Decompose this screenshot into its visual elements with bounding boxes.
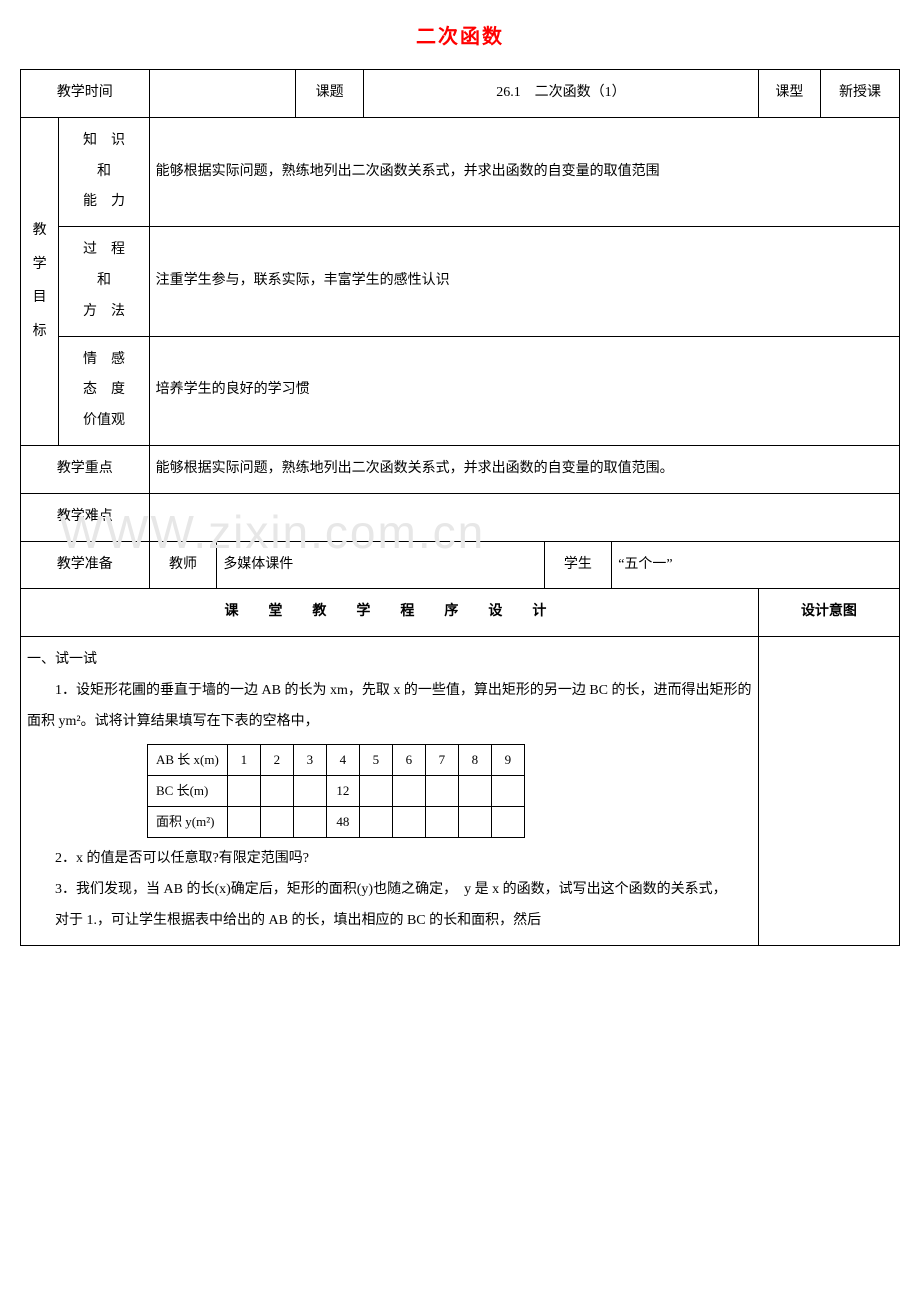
intent-label: 设计意图: [758, 589, 899, 637]
lesson-plan-table: 教学时间 课题 26.1 二次函数（1） 课型 新授课 教学目标 知 识 和 能…: [20, 69, 900, 946]
table-row: AB 长 x(m) 123 456 789: [148, 744, 525, 775]
content-p4: 对于 1.，可让学生根据表中给出的 AB 的长，填出相应的 BC 的长和面积，然…: [27, 906, 752, 937]
student-value: “五个一”: [612, 541, 900, 589]
teach-time-label: 教学时间: [21, 70, 150, 118]
difficulty-label: 教学难点: [21, 493, 150, 541]
keypoint-text: 能够根据实际问题，熟练地列出二次函数关系式，并求出函数的自变量的取值范围。: [149, 445, 899, 493]
objectives-section-label: 教学目标: [21, 117, 59, 445]
teacher-value: 多媒体课件: [217, 541, 544, 589]
content-p2: 2．x 的值是否可以任意取?有限定范围吗?: [27, 844, 752, 875]
keypoint-label: 教学重点: [21, 445, 150, 493]
topic-value: 26.1 二次函数（1）: [363, 70, 758, 118]
student-label: 学生: [544, 541, 612, 589]
objective-3-text: 培养学生的良好的学习惯: [149, 336, 899, 445]
objective-2-label: 过 程 和 方 法: [59, 227, 149, 336]
objective-1-label: 知 识 和 能 力: [59, 117, 149, 226]
topic-label: 课题: [296, 70, 364, 118]
table-row: 面积 y(m²) 48: [148, 806, 525, 837]
program-label: 课 堂 教 学 程 序 设 计: [21, 589, 759, 637]
teacher-label: 教师: [149, 541, 217, 589]
content-heading: 一、试一试: [27, 645, 752, 676]
objective-2-text: 注重学生参与，联系实际，丰富学生的感性认识: [149, 227, 899, 336]
difficulty-text: WWW.zixin.com.cn: [149, 493, 899, 541]
prepare-label: 教学准备: [21, 541, 150, 589]
objective-1-text: 能够根据实际问题，熟练地列出二次函数关系式，并求出函数的自变量的取值范围: [149, 117, 899, 226]
page-title: 二次函数: [20, 20, 900, 49]
content-body: 一、试一试 1．设矩形花圃的垂直于墙的一边 AB 的长为 xm，先取 x 的一些…: [21, 637, 759, 945]
type-value: 新授课: [820, 70, 899, 118]
content-p1: 1．设矩形花圃的垂直于墙的一边 AB 的长为 xm，先取 x 的一些值，算出矩形…: [27, 676, 752, 738]
type-label: 课型: [758, 70, 820, 118]
intent-body: [758, 637, 899, 945]
table-row: BC 长(m) 12: [148, 775, 525, 806]
objective-3-label: 情 感 态 度 价值观: [59, 336, 149, 445]
content-p3: 3．我们发现，当 AB 的长(x)确定后，矩形的面积(y)也随之确定， y 是 …: [27, 875, 752, 906]
data-table: AB 长 x(m) 123 456 789 BC 长(m) 12 面积 y(m²…: [147, 744, 525, 839]
teach-time-value: [149, 70, 296, 118]
